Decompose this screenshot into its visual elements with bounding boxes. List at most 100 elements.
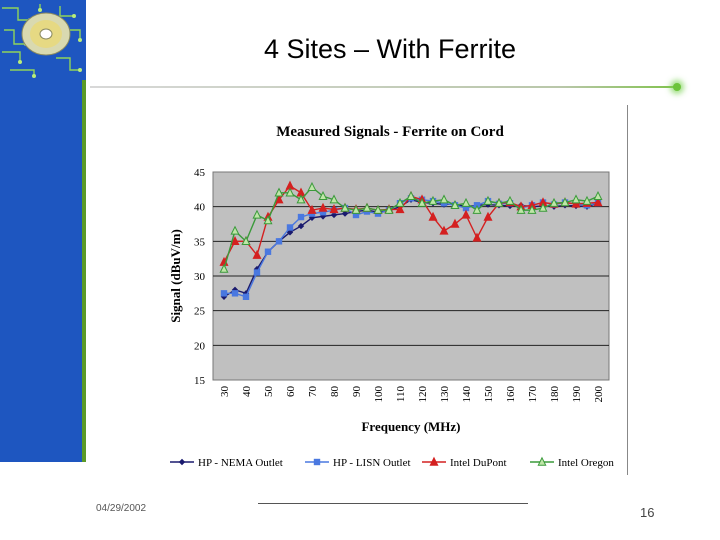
series-1-point-6: [286, 224, 294, 231]
series-2-point-22: [461, 209, 471, 219]
x-tick-label-150: 150: [483, 386, 495, 403]
series-3-point-33: [582, 195, 592, 205]
series-2-point-21: [450, 218, 460, 228]
series-1-point-4: [264, 248, 272, 255]
series-1-point-12: [352, 211, 360, 219]
series-3-point-17: [406, 190, 416, 200]
series-3-point-8: [307, 181, 317, 191]
x-tick-label-200: 200: [593, 386, 605, 403]
y-axis-label: Signal (dBuV/m): [168, 229, 183, 323]
series-2-point-1: [230, 236, 240, 246]
series-3-point-34: [593, 190, 603, 200]
series-3-point-21: [450, 199, 460, 209]
disc-circuit-icon: [0, 0, 86, 80]
series-1-point-0: [220, 290, 228, 297]
x-tick-label-130: 130: [439, 386, 451, 403]
y-axis-ticks: 15 20 25 30 35 40 45: [194, 167, 206, 387]
x-tick-label-140: 140: [461, 386, 473, 403]
legend-item-3: Intel Oregon: [530, 456, 614, 469]
series-3-point-15: [384, 204, 394, 214]
y-tick-label-35: 35: [194, 236, 206, 248]
series-2-point-9: [318, 202, 328, 212]
chart-frame-edge: [627, 105, 628, 475]
x-tick-label-190: 190: [571, 386, 583, 403]
series-2-point-16: [395, 204, 405, 214]
signal-chart: Measured Signals - Ferrite on Cord 15 20 2…: [168, 124, 614, 469]
x-tick-label-170: 170: [527, 386, 539, 403]
x-axis-ticks: 30 40 50 60 70 80 90 100 110 120 130 140 150 160 170 18…: [219, 386, 605, 403]
series-3-point-11: [340, 202, 350, 212]
x-tick-label-70: 70: [307, 386, 319, 398]
series-2-point-23: [472, 232, 482, 242]
x-tick-label-40: 40: [241, 386, 253, 398]
series-0-point-10: [330, 211, 338, 219]
legend-item-1: HP - LISN Outlet: [305, 457, 411, 469]
series-3-point-19: [428, 195, 438, 205]
series-3-point-27: [516, 204, 526, 214]
series-3-point-16: [395, 197, 405, 207]
legend-label-0: HP - NEMA Outlet: [198, 457, 283, 469]
series-3-point-26: [505, 195, 515, 205]
x-tick-label-110: 110: [395, 386, 407, 403]
series-3-point-20: [439, 194, 449, 204]
series-3-point-32: [571, 194, 581, 204]
legend-swatch-marker-1: [313, 458, 321, 466]
series-1-point-22: [462, 204, 470, 212]
series-1-point-9: [319, 209, 327, 216]
sidebar-edge: [82, 0, 86, 462]
series-layer: [219, 180, 603, 300]
series-3-point-2: [241, 236, 251, 246]
series-0-point-11: [341, 210, 349, 217]
x-tick-label-160: 160: [505, 386, 517, 403]
series-3-point-12: [351, 204, 361, 214]
y-tick-label-30: 30: [194, 271, 206, 283]
x-tick-label-180: 180: [549, 386, 561, 403]
series-3-point-18: [417, 197, 427, 207]
series-3-point-5: [274, 187, 284, 197]
series-2-point-3: [252, 249, 262, 259]
series-1-point-7: [297, 213, 305, 221]
x-axis-label: Frequency (MHz): [361, 419, 460, 434]
series-2-point-24: [483, 211, 493, 221]
y-tick-label-40: 40: [194, 202, 206, 214]
series-3-point-29: [538, 202, 548, 212]
y-tick-label-25: 25: [194, 306, 206, 318]
y-tick-label-45: 45: [194, 167, 206, 179]
series-2-point-34: [593, 197, 603, 207]
legend-swatch-marker-3: [537, 456, 547, 466]
series-0-point-6: [286, 229, 294, 236]
series-1-point-5: [275, 238, 283, 245]
series-3-point-0: [219, 263, 229, 273]
series-3-point-30: [549, 197, 559, 207]
series-3: [219, 181, 603, 273]
x-tick-label-50: 50: [263, 386, 275, 398]
legend-label-1: HP - LISN Outlet: [333, 457, 411, 469]
legend-swatch-marker-0: [178, 458, 186, 466]
series-3-point-4: [263, 215, 273, 225]
x-tick-label-120: 120: [417, 386, 429, 403]
series-3-point-31: [560, 197, 570, 207]
series-0-point-9: [319, 213, 327, 220]
series-2-point-20: [439, 225, 449, 235]
series-1-point-3: [253, 269, 261, 276]
title-divider: [90, 86, 680, 88]
series-3-point-3: [252, 209, 262, 219]
series-3-point-7: [296, 194, 306, 204]
series-3-point-28: [527, 204, 537, 214]
slide-title: 4 Sites – With Ferrite: [263, 34, 517, 64]
x-tick-label-60: 60: [285, 386, 297, 398]
y-tick-label-15: 15: [194, 375, 206, 387]
series-3-point-1: [230, 225, 240, 235]
series-3-point-14: [373, 204, 383, 214]
series-2-point-19: [428, 211, 438, 221]
series-2-point-10: [329, 204, 339, 214]
legend: HP - NEMA Outlet HP - LISN Outlet Intel Du…: [170, 456, 614, 469]
series-3-point-10: [329, 194, 339, 204]
page-number: 16: [640, 505, 655, 520]
divider-glow-dot: [673, 83, 681, 91]
series-1-point-2: [242, 293, 250, 300]
footer-divider: [258, 503, 528, 504]
legend-label-2: Intel DuPont: [450, 457, 507, 469]
series-0-point-8: [308, 214, 316, 221]
series-3-point-23: [472, 204, 482, 214]
